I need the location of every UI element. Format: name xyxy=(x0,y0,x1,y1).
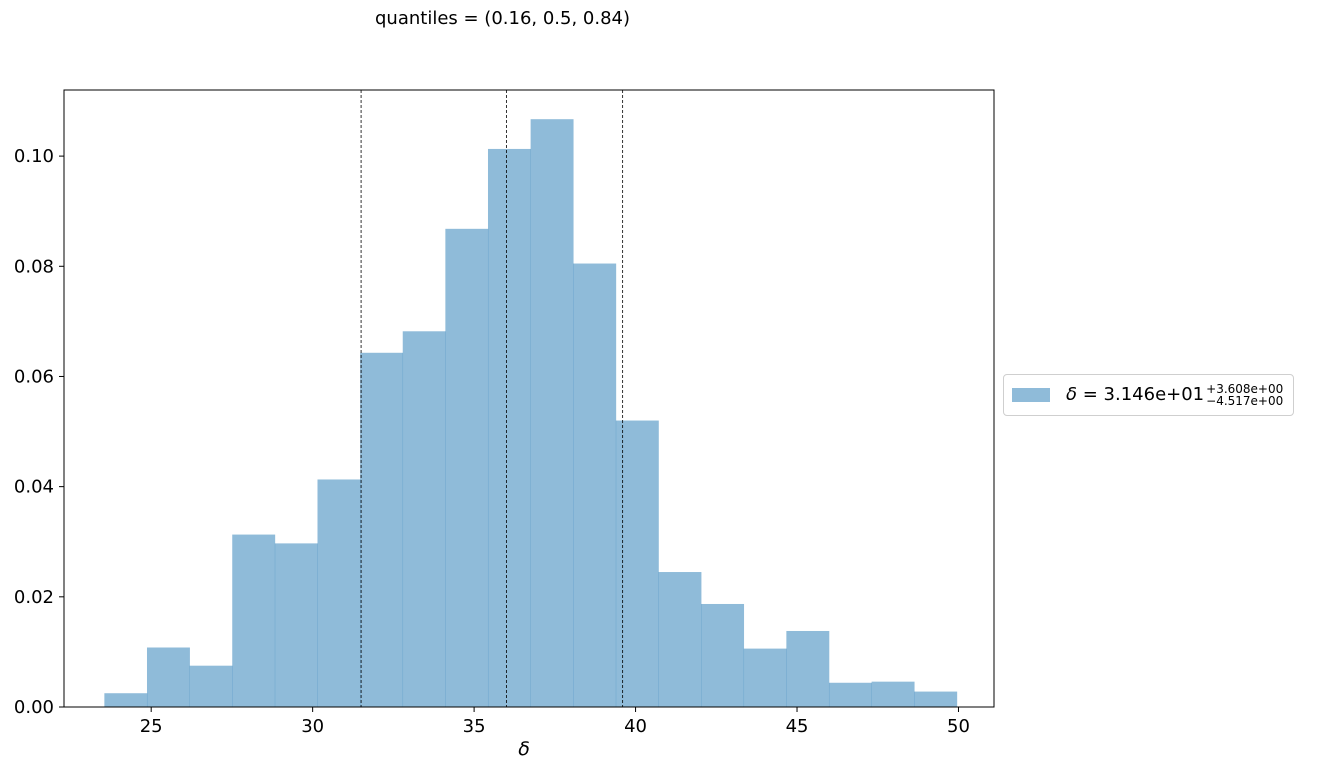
histogram-bar xyxy=(146,647,190,707)
histogram-bar xyxy=(317,479,361,707)
histogram-bar xyxy=(189,665,233,707)
histogram-bar xyxy=(487,148,531,707)
histogram-bar xyxy=(743,648,787,707)
histogram-bar xyxy=(573,263,617,707)
legend-symbol: δ xyxy=(1066,384,1078,405)
plot-frame xyxy=(63,89,995,708)
legend-equals: = xyxy=(1077,384,1104,405)
histogram-bar xyxy=(914,691,958,707)
y-axis-ticks: 0.00 0.02 0.04 0.06 0.08 0.10 xyxy=(14,146,64,718)
legend-upper-error: +3.608e+00 xyxy=(1206,382,1284,396)
x-axis-ticks: 25 30 35 40 45 50 xyxy=(140,707,970,737)
chart-title: quantiles = (0.16, 0.5, 0.84) xyxy=(375,8,631,29)
quantile-lines xyxy=(360,90,624,707)
y-tick-label: 0.10 xyxy=(14,146,54,167)
histogram-bar xyxy=(232,534,276,707)
y-tick-label: 0.08 xyxy=(14,256,54,277)
y-tick-label: 0.04 xyxy=(14,477,54,498)
y-tick-label: 0.02 xyxy=(14,587,54,608)
histogram-bar xyxy=(104,693,148,707)
histogram-bar xyxy=(445,228,489,707)
legend: δ = 3.146e+01 +3.608e+00 −4.517e+00 xyxy=(1003,374,1295,416)
legend-label: δ = 3.146e+01 +3.608e+00 −4.517e+00 xyxy=(1066,383,1283,407)
legend-swatch xyxy=(1012,388,1050,402)
x-tick-label: 35 xyxy=(463,716,486,737)
y-tick-label: 0.06 xyxy=(14,366,54,387)
histogram-bar xyxy=(786,630,830,707)
legend-lower-error: −4.517e+00 xyxy=(1206,394,1284,408)
histogram-bar xyxy=(658,572,702,707)
histogram-bar xyxy=(871,681,915,707)
histogram-bar xyxy=(615,420,659,707)
x-tick-label: 45 xyxy=(786,716,809,737)
y-tick-label: 0.00 xyxy=(14,697,54,718)
x-tick-label: 30 xyxy=(301,716,324,737)
histogram-bar xyxy=(828,682,872,707)
histogram-bar xyxy=(530,119,574,707)
histogram-bars xyxy=(104,119,958,707)
histogram-bar xyxy=(701,603,745,707)
x-tick-label: 50 xyxy=(947,716,970,737)
x-tick-label: 40 xyxy=(624,716,647,737)
x-tick-label: 25 xyxy=(140,716,163,737)
histogram-bar xyxy=(402,331,446,707)
histogram-bar xyxy=(274,543,318,707)
legend-value: 3.146e+01 xyxy=(1103,384,1205,405)
histogram-bar xyxy=(360,352,404,707)
x-axis-label: δ xyxy=(518,738,530,760)
